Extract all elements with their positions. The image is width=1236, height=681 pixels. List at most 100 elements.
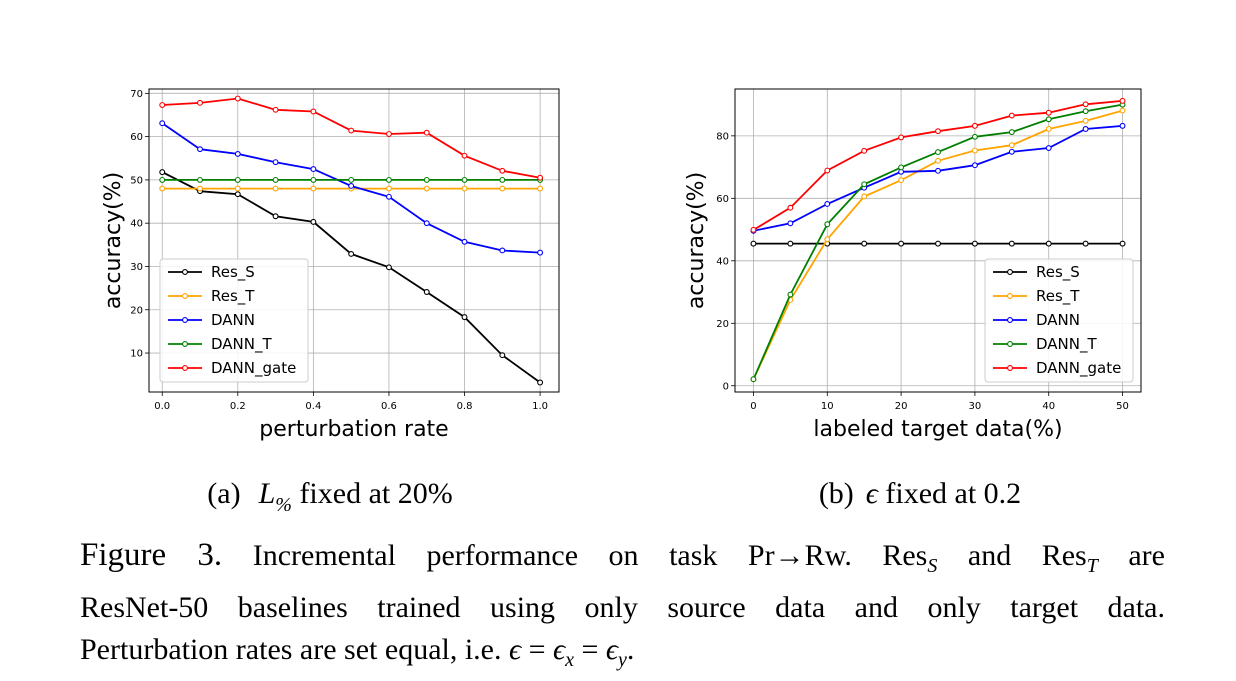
x-tick-label: 10 [821, 401, 834, 412]
data-point-dann-gate [499, 167, 506, 174]
figure-canvas: 0.0 0.2 0.4 0.6 0.8 1.0 10 20 30 40 50 60 70 perturba… [101, 88, 1142, 516]
x-tick-label: 30 [969, 401, 982, 412]
legend-marker-dann-t [1007, 341, 1013, 347]
data-point-dann-gate [310, 108, 317, 115]
chart-b: 0 10 20 30 40 50 0 20 40 60 80 labeled target data(… [684, 88, 1142, 442]
data-point-dann-t [1045, 116, 1052, 123]
data-point-dann-gate [272, 106, 279, 113]
series-line-dann-gate [753, 100, 1123, 231]
caption-text-1: Incremental performance on task Pr [222, 539, 775, 572]
data-point-res-s [1119, 240, 1126, 247]
data-point-dann-t [386, 176, 392, 183]
data-point-dann [348, 183, 355, 189]
data-point-dann [971, 162, 978, 169]
legend-label-dann-t: DANN_T [1036, 335, 1097, 354]
data-point-res-s [861, 240, 868, 247]
legend-label-res-t: Res_T [211, 287, 255, 306]
y-tick-label: 60 [130, 132, 143, 143]
data-point-dann-t [499, 176, 506, 183]
data-point-dann-gate [861, 147, 868, 154]
data-point-dann-gate [234, 95, 241, 102]
subcaption-a-text: fixed at 20% [292, 477, 453, 510]
data-point-dann-gate [537, 174, 544, 181]
y-tick-label: 40 [130, 219, 143, 230]
data-point-dann-t [787, 291, 794, 298]
data-point-res-s [159, 169, 166, 176]
data-point-res-t [234, 185, 241, 192]
data-point-dann [537, 249, 544, 256]
data-point-dann-gate [1119, 97, 1126, 104]
data-point-res-t [1082, 117, 1089, 124]
legend-label-res-s: Res_S [211, 263, 255, 282]
x-axis-label: perturbation rate [259, 417, 448, 442]
data-point-res-t [423, 185, 430, 192]
caption-eq-sign-1: = [521, 633, 554, 666]
data-point-dann [499, 247, 506, 254]
legend-marker-dann-t [182, 341, 188, 347]
data-point-res-t [861, 193, 868, 200]
y-axis-label: accuracy(%) [101, 172, 126, 309]
y-tick-label: 30 [130, 262, 143, 273]
y-tick-label: 0 [723, 381, 729, 392]
plot-frame [734, 88, 1142, 393]
data-point-res-t [537, 185, 544, 192]
data-point-dann-gate [386, 131, 392, 137]
legend-marker-res-t [1007, 293, 1013, 299]
data-point-dann [310, 166, 317, 173]
data-point-res-s [461, 314, 468, 321]
data-point-dann-t [234, 176, 241, 183]
subcaption-a-tag: (a) [207, 477, 240, 510]
caption-sub-t: T [1086, 555, 1098, 577]
y-axis-label: accuracy(%) [684, 172, 709, 309]
y-tick-label: 20 [716, 319, 729, 330]
data-point-res-s [750, 240, 757, 247]
legend-marker-res-t [182, 293, 188, 299]
caption-eq-eps-x: ϵ [553, 633, 566, 666]
y-tick-label: 20 [130, 305, 143, 316]
data-point-dann [386, 193, 392, 200]
data-point-dann-gate [824, 167, 831, 174]
data-point-res-s [935, 240, 941, 247]
data-point-res-t [935, 157, 941, 164]
data-point-res-t [159, 185, 166, 192]
data-point-dann-t [1082, 108, 1089, 115]
y-tick-label: 80 [716, 131, 729, 142]
subcaption-b-tag: (b) [819, 477, 854, 510]
data-point-dann [159, 120, 166, 127]
data-point-dann [461, 238, 468, 245]
caption-line-2: ResNet-50 baselines trained using only s… [80, 591, 1165, 624]
caption-eq-eps: ϵ [509, 633, 522, 666]
data-point-dann-t [197, 176, 203, 183]
data-point-dann-t [461, 176, 468, 183]
data-point-dann-t [310, 176, 317, 183]
series-line-dann [753, 125, 1123, 232]
data-point-dann-t [348, 176, 355, 183]
data-point-dann-gate [898, 134, 905, 141]
data-point-dann-t [1008, 129, 1015, 136]
caption-line-3: Perturbation rates are set equal, i.e. ϵ… [80, 629, 1165, 681]
plot-frame [148, 88, 560, 393]
data-point-dann-gate [750, 226, 757, 233]
data-point-dann-t [750, 376, 757, 383]
data-point-dann [272, 159, 279, 166]
data-point-dann-gate [1082, 101, 1089, 108]
data-point-dann-gate [159, 102, 166, 108]
legend-label-dann: DANN [211, 311, 255, 329]
data-point-dann [787, 220, 794, 227]
data-point-dann-gate [348, 127, 355, 134]
y-tick-label: 70 [130, 89, 143, 100]
legend-marker-res-s [1007, 269, 1013, 275]
data-point-res-s [272, 213, 279, 220]
x-tick-label: 0 [750, 401, 756, 412]
data-point-res-t [824, 236, 831, 243]
x-tick-label: 0.6 [381, 401, 397, 412]
x-axis-label: labeled target data(%) [813, 417, 1062, 442]
x-tick-label: 0.2 [230, 401, 246, 412]
caption-eq-sub-x: x [565, 649, 574, 671]
x-tick-label: 40 [1042, 401, 1055, 412]
data-point-res-t [197, 185, 203, 192]
data-point-res-s [787, 240, 794, 247]
legend-label-dann: DANN [1036, 311, 1080, 329]
x-tick-label: 0.4 [305, 401, 321, 412]
legend-label-res-t: Res_T [1036, 287, 1080, 306]
